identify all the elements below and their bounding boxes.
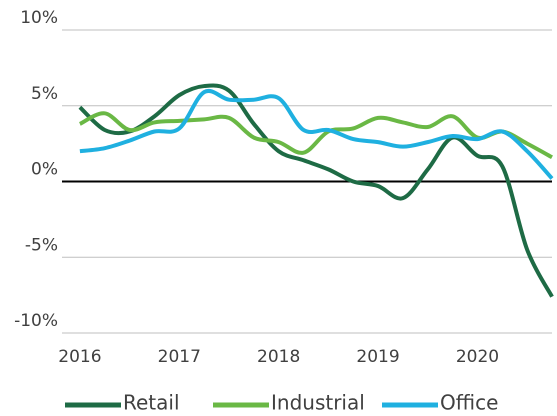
legend-label: Office xyxy=(440,391,498,415)
line xyxy=(78,111,553,160)
x-tick-label: 2017 xyxy=(158,347,201,367)
y-tick-label: 0% xyxy=(31,160,58,180)
legend-label: Industrial xyxy=(271,391,365,415)
y-tick-label: -5% xyxy=(25,235,58,255)
line xyxy=(78,83,554,298)
x-tick-label: 2016 xyxy=(58,347,101,367)
y-tick-label: 5% xyxy=(31,84,58,104)
line xyxy=(79,89,554,180)
x-tick-label: 2018 xyxy=(257,347,300,367)
y-tick-label: -10% xyxy=(14,311,58,331)
legend-label: Retail xyxy=(123,391,180,415)
x-tick-label: 2019 xyxy=(356,347,399,367)
y-tick-label: 10% xyxy=(20,8,58,28)
x-tick-label: 2020 xyxy=(456,347,499,367)
